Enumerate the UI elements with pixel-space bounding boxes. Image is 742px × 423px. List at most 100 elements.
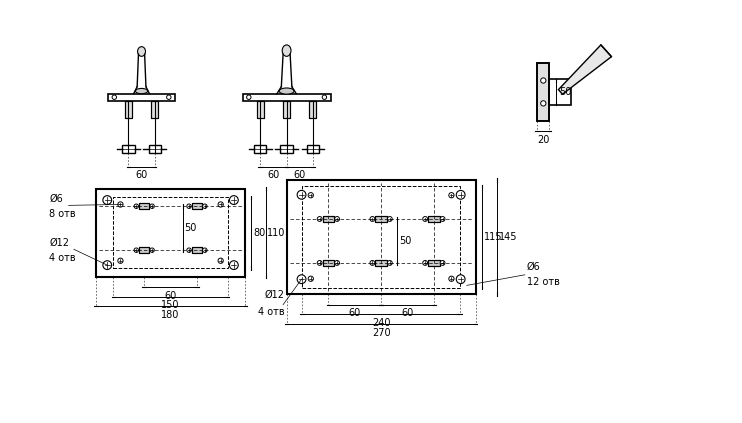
Text: 110: 110 [267, 228, 286, 238]
Circle shape [440, 261, 445, 265]
Bar [254, 145, 266, 154]
Circle shape [203, 248, 207, 253]
Text: 270: 270 [372, 327, 390, 338]
Circle shape [203, 204, 207, 209]
Circle shape [150, 248, 154, 253]
Bar [151, 101, 158, 118]
Bar [191, 203, 203, 209]
Bar [257, 101, 263, 118]
Text: Ø12: Ø12 [265, 290, 285, 300]
Text: Ø6: Ø6 [527, 262, 540, 272]
Polygon shape [559, 45, 611, 94]
Bar [550, 79, 571, 105]
Bar [428, 216, 440, 222]
Text: 50: 50 [185, 223, 197, 233]
Circle shape [187, 248, 191, 253]
Circle shape [297, 190, 306, 199]
Bar [96, 189, 246, 277]
Circle shape [229, 261, 238, 269]
Bar [428, 260, 440, 266]
Bar [243, 94, 330, 101]
Circle shape [541, 101, 546, 106]
Bar [280, 145, 293, 154]
Circle shape [218, 258, 223, 264]
Circle shape [423, 261, 427, 265]
Bar [139, 247, 149, 253]
Bar [375, 260, 387, 266]
Circle shape [440, 217, 445, 221]
Text: Ø6: Ø6 [49, 194, 63, 203]
Text: 50: 50 [398, 236, 411, 246]
Text: 50: 50 [559, 87, 571, 97]
Text: 60: 60 [294, 170, 306, 180]
Circle shape [370, 217, 375, 221]
Text: 80: 80 [253, 228, 266, 238]
Circle shape [370, 261, 375, 265]
Circle shape [134, 248, 139, 253]
Text: 60: 60 [136, 170, 148, 180]
Ellipse shape [282, 45, 291, 56]
Circle shape [187, 204, 191, 209]
Bar [125, 101, 132, 118]
Bar [309, 101, 317, 118]
Bar [286, 180, 476, 294]
Circle shape [335, 217, 340, 221]
Bar [428, 216, 440, 222]
Text: 60: 60 [401, 308, 413, 318]
Text: 240: 240 [372, 318, 390, 328]
Bar [191, 247, 203, 253]
Bar [323, 260, 334, 266]
Circle shape [387, 261, 393, 265]
Circle shape [456, 190, 465, 199]
Circle shape [449, 192, 454, 198]
Text: 4 отв: 4 отв [49, 253, 76, 263]
Circle shape [112, 95, 116, 99]
Circle shape [387, 217, 393, 221]
Bar [283, 101, 290, 118]
Bar [122, 145, 134, 154]
Bar [302, 187, 460, 288]
Text: 60: 60 [267, 170, 280, 180]
Text: 4 отв: 4 отв [258, 308, 285, 317]
Circle shape [335, 261, 340, 265]
Text: 8 отв: 8 отв [49, 209, 76, 219]
Bar [139, 203, 149, 209]
Text: 12 отв: 12 отв [527, 277, 559, 288]
Circle shape [322, 95, 326, 99]
Ellipse shape [135, 88, 148, 94]
Ellipse shape [137, 47, 145, 56]
Text: 115: 115 [484, 232, 502, 242]
Circle shape [246, 95, 251, 99]
Bar [428, 260, 440, 266]
Circle shape [103, 196, 111, 204]
Circle shape [218, 202, 223, 207]
Circle shape [167, 95, 171, 99]
Bar [125, 101, 132, 118]
Bar [257, 101, 263, 118]
Circle shape [150, 204, 154, 209]
Circle shape [318, 261, 322, 265]
Circle shape [449, 276, 454, 281]
Text: Ø12: Ø12 [49, 238, 69, 247]
Bar [375, 216, 387, 222]
Bar [151, 101, 158, 118]
Bar [323, 260, 334, 266]
Circle shape [456, 275, 465, 283]
Bar [309, 101, 317, 118]
Circle shape [308, 192, 313, 198]
Bar [537, 63, 550, 121]
Bar [139, 247, 149, 253]
Bar [108, 94, 175, 101]
Circle shape [229, 196, 238, 204]
Circle shape [541, 78, 546, 83]
Circle shape [308, 276, 313, 281]
Text: 150: 150 [161, 300, 180, 310]
Bar [375, 216, 387, 222]
Text: 180: 180 [161, 310, 180, 320]
Bar [323, 216, 334, 222]
Text: 60: 60 [349, 308, 361, 318]
Text: 145: 145 [499, 232, 517, 242]
Bar [191, 203, 203, 209]
Bar [537, 63, 550, 121]
Bar [114, 198, 228, 268]
